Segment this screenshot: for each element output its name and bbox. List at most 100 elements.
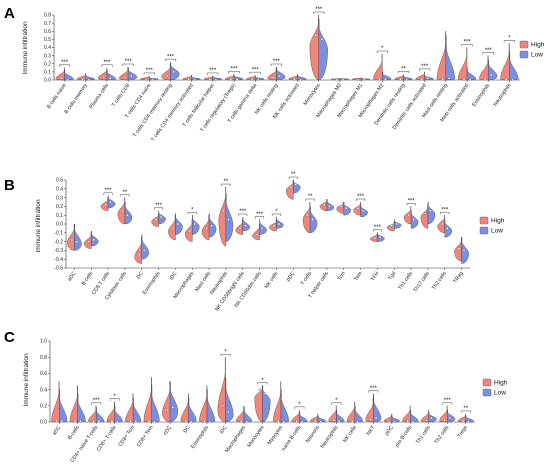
violin-low <box>212 76 222 81</box>
legend-label-high: High <box>531 42 545 49</box>
median-point-low <box>411 420 415 424</box>
median-point-low <box>467 420 470 424</box>
legend: High Low <box>482 378 508 397</box>
median-point-low <box>294 183 297 186</box>
median-point-high <box>306 213 309 217</box>
median-point-low <box>142 249 146 252</box>
y-tick-label: 0.3 <box>44 53 51 59</box>
median-point-high <box>313 419 317 423</box>
median-point-low <box>134 419 138 423</box>
median-point-low <box>87 78 91 82</box>
significance-label: *** <box>93 398 101 404</box>
violin-low <box>141 234 149 260</box>
violin-low <box>74 223 82 251</box>
median-point-low <box>462 249 466 252</box>
violin-high <box>267 67 277 81</box>
violin-low <box>276 66 286 81</box>
x-tick-label: T cells CD4 memory resting <box>132 83 174 139</box>
x-tick-label: NKT <box>366 424 377 437</box>
significance-bracket <box>270 63 282 66</box>
median-point-high <box>240 419 243 423</box>
violin-high <box>161 63 171 81</box>
median-point-high <box>205 227 208 230</box>
significance-bracket <box>356 198 366 201</box>
legend-label-low: Low <box>531 52 543 59</box>
violin-low <box>85 74 95 81</box>
violin-low <box>233 74 244 81</box>
median-point-high <box>73 419 77 423</box>
violin-low <box>206 389 216 423</box>
x-tick-label: B cells memory <box>64 82 89 115</box>
violin-high <box>143 377 152 423</box>
violin-low <box>91 230 99 247</box>
violin-low <box>424 74 434 81</box>
violin-high <box>365 397 374 423</box>
legend-label-low: Low <box>494 390 506 397</box>
panel-a: A Immune infiltration 0.0 0.1 0.2 0.3 0.4 0.5… <box>4 5 545 143</box>
x-tick-label: iDC <box>219 425 229 436</box>
violin-low <box>373 393 382 423</box>
violin-low <box>59 389 68 423</box>
violin-low <box>466 67 477 81</box>
x-tick-label: aDC <box>52 425 63 437</box>
violin-high <box>168 215 176 241</box>
plot-area-b: -0.5 -0.4 -0.3 -0.2 -0.1 0.0 0.1 0.2 0.3 0.4 0.5 aD… <box>54 172 504 312</box>
violin-low <box>509 51 519 81</box>
legend-swatch-low <box>479 226 489 235</box>
significance-label: *** <box>444 398 452 404</box>
x-tick-label: Monocytes <box>303 82 323 106</box>
y-tick-label: 0.2 <box>44 61 51 67</box>
x-tick-label: Eosinophils <box>471 82 491 108</box>
significance-bracket <box>372 229 382 232</box>
x-tick-label: NK cells <box>264 270 280 289</box>
x-tick-label: Plasma cells <box>88 82 110 110</box>
median-point-low <box>447 77 451 80</box>
violin-low <box>114 405 123 423</box>
median-point-low <box>426 77 430 80</box>
violin-low <box>259 219 267 235</box>
significance-bracket <box>207 72 219 75</box>
median-point-low <box>429 209 432 213</box>
median-point-high <box>424 419 428 422</box>
y-tick-label: 0.6 <box>40 371 47 377</box>
median-point-high <box>420 77 423 81</box>
median-point-high <box>505 77 508 81</box>
violin-high <box>201 215 210 241</box>
x-tick-label: Th1 cells <box>397 270 414 291</box>
significance-bracket <box>59 64 71 67</box>
median-point-low <box>190 420 193 424</box>
significance-bracket <box>313 11 325 14</box>
median-point-low <box>328 205 331 208</box>
violin-low <box>465 415 474 423</box>
median-point-low <box>193 78 197 82</box>
significance-bracket <box>143 72 155 75</box>
significance-label: *** <box>408 199 416 205</box>
significance-bracket <box>482 52 494 55</box>
median-point-high <box>250 77 254 81</box>
violin-high <box>106 401 115 423</box>
median-point-high <box>187 77 190 81</box>
y-tick-label: 0.8 <box>40 355 47 361</box>
panel-letter-c: C <box>4 329 15 346</box>
significance-bracket <box>122 63 134 66</box>
y-tick-label: 0.3 <box>56 195 63 201</box>
median-point-high <box>461 419 465 423</box>
violin-low <box>151 385 160 423</box>
violin-low <box>96 407 105 423</box>
x-tick-label: Tregs <box>456 424 469 438</box>
x-tick-label: B cells naive <box>46 83 68 110</box>
median-point-high <box>373 236 377 240</box>
median-point-low <box>260 227 264 230</box>
legend-swatch-high <box>482 378 492 387</box>
median-point-low <box>159 215 163 219</box>
x-tick-label: CD8+ Tcm <box>117 425 136 448</box>
y-tick-label: 0.1 <box>44 70 51 76</box>
violin-low <box>410 409 419 423</box>
median-point-low <box>300 420 304 424</box>
median-point-low <box>243 224 247 228</box>
median-point-high <box>377 77 381 81</box>
violin-low <box>318 18 328 81</box>
x-tick-label: DC <box>136 271 145 281</box>
violin-high <box>246 74 256 81</box>
violin-low <box>276 216 284 229</box>
